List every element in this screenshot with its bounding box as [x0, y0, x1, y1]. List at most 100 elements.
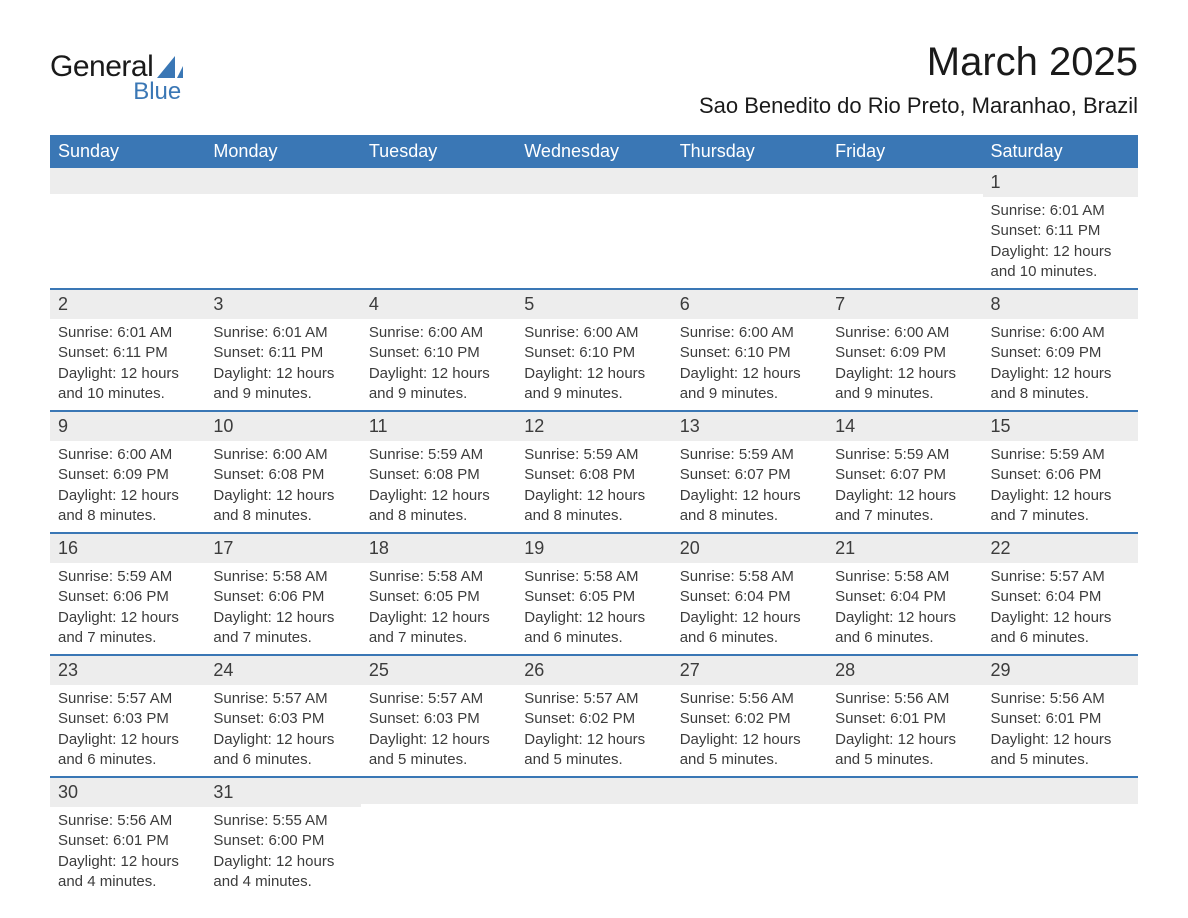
day-details: Sunrise: 5:58 AMSunset: 6:06 PMDaylight:…	[205, 563, 360, 654]
daylight: Daylight: 12 hours and 10 minutes.	[991, 242, 1130, 283]
day-number: 31	[205, 778, 360, 807]
daylight: Daylight: 12 hours and 8 minutes.	[524, 486, 663, 527]
sunrise: Sunrise: 5:59 AM	[58, 567, 197, 587]
daylight: Daylight: 12 hours and 6 minutes.	[991, 608, 1130, 649]
day-details	[516, 804, 671, 824]
day-details	[672, 194, 827, 274]
day-number: 28	[827, 656, 982, 685]
day-number: 2	[50, 290, 205, 319]
day-cell: 18Sunrise: 5:58 AMSunset: 6:05 PMDayligh…	[361, 533, 516, 655]
day-number	[827, 778, 982, 804]
day-cell: 3Sunrise: 6:01 AMSunset: 6:11 PMDaylight…	[205, 289, 360, 411]
week-row: 2Sunrise: 6:01 AMSunset: 6:11 PMDaylight…	[50, 289, 1138, 411]
header: General Blue March 2025 Sao Benedito do …	[50, 40, 1138, 125]
sunset: Sunset: 6:06 PM	[991, 465, 1130, 485]
sunrise: Sunrise: 6:00 AM	[991, 323, 1130, 343]
day-cell	[50, 168, 205, 289]
sunset: Sunset: 6:02 PM	[680, 709, 819, 729]
day-number: 21	[827, 534, 982, 563]
day-number	[516, 778, 671, 804]
day-cell	[827, 777, 982, 898]
day-cell: 2Sunrise: 6:01 AMSunset: 6:11 PMDaylight…	[50, 289, 205, 411]
day-details	[672, 804, 827, 824]
sunrise: Sunrise: 5:57 AM	[213, 689, 352, 709]
day-details: Sunrise: 5:57 AMSunset: 6:04 PMDaylight:…	[983, 563, 1138, 654]
sunrise: Sunrise: 6:01 AM	[213, 323, 352, 343]
day-cell	[983, 777, 1138, 898]
day-details: Sunrise: 5:57 AMSunset: 6:02 PMDaylight:…	[516, 685, 671, 776]
day-cell: 28Sunrise: 5:56 AMSunset: 6:01 PMDayligh…	[827, 655, 982, 777]
day-cell: 9Sunrise: 6:00 AMSunset: 6:09 PMDaylight…	[50, 411, 205, 533]
logo-sail-icon	[157, 56, 183, 78]
day-cell: 25Sunrise: 5:57 AMSunset: 6:03 PMDayligh…	[361, 655, 516, 777]
title-block: March 2025 Sao Benedito do Rio Preto, Ma…	[699, 40, 1138, 125]
day-cell: 17Sunrise: 5:58 AMSunset: 6:06 PMDayligh…	[205, 533, 360, 655]
week-row: 16Sunrise: 5:59 AMSunset: 6:06 PMDayligh…	[50, 533, 1138, 655]
day-number: 23	[50, 656, 205, 685]
day-cell: 30Sunrise: 5:56 AMSunset: 6:01 PMDayligh…	[50, 777, 205, 898]
day-details: Sunrise: 5:59 AMSunset: 6:07 PMDaylight:…	[827, 441, 982, 532]
daylight: Daylight: 12 hours and 5 minutes.	[991, 730, 1130, 771]
day-header: Monday	[205, 135, 360, 168]
day-number: 7	[827, 290, 982, 319]
day-number: 6	[672, 290, 827, 319]
logo-text-blue: Blue	[133, 78, 181, 106]
day-cell	[205, 168, 360, 289]
day-number: 15	[983, 412, 1138, 441]
day-number: 26	[516, 656, 671, 685]
day-number	[50, 168, 205, 194]
day-number: 22	[983, 534, 1138, 563]
day-cell: 6Sunrise: 6:00 AMSunset: 6:10 PMDaylight…	[672, 289, 827, 411]
day-details: Sunrise: 6:00 AMSunset: 6:09 PMDaylight:…	[50, 441, 205, 532]
sunset: Sunset: 6:05 PM	[524, 587, 663, 607]
day-details: Sunrise: 6:01 AMSunset: 6:11 PMDaylight:…	[50, 319, 205, 410]
day-details: Sunrise: 5:59 AMSunset: 6:07 PMDaylight:…	[672, 441, 827, 532]
day-cell: 13Sunrise: 5:59 AMSunset: 6:07 PMDayligh…	[672, 411, 827, 533]
daylight: Daylight: 12 hours and 5 minutes.	[524, 730, 663, 771]
day-cell: 10Sunrise: 6:00 AMSunset: 6:08 PMDayligh…	[205, 411, 360, 533]
sunset: Sunset: 6:04 PM	[680, 587, 819, 607]
sunset: Sunset: 6:03 PM	[213, 709, 352, 729]
day-details: Sunrise: 5:57 AMSunset: 6:03 PMDaylight:…	[205, 685, 360, 776]
day-details	[205, 194, 360, 274]
day-details: Sunrise: 6:00 AMSunset: 6:10 PMDaylight:…	[361, 319, 516, 410]
sunrise: Sunrise: 5:56 AM	[835, 689, 974, 709]
day-details: Sunrise: 6:00 AMSunset: 6:08 PMDaylight:…	[205, 441, 360, 532]
day-details: Sunrise: 6:01 AMSunset: 6:11 PMDaylight:…	[983, 197, 1138, 288]
day-details: Sunrise: 5:56 AMSunset: 6:01 PMDaylight:…	[827, 685, 982, 776]
day-cell: 27Sunrise: 5:56 AMSunset: 6:02 PMDayligh…	[672, 655, 827, 777]
day-number	[205, 168, 360, 194]
daylight: Daylight: 12 hours and 5 minutes.	[835, 730, 974, 771]
day-cell: 23 Sunrise: 5:57 AMSunset: 6:03 PMDayligh…	[50, 655, 205, 777]
sunrise: Sunrise: 5:57 AM	[58, 689, 197, 709]
day-cell: 12Sunrise: 5:59 AMSunset: 6:08 PMDayligh…	[516, 411, 671, 533]
day-cell: 19Sunrise: 5:58 AMSunset: 6:05 PMDayligh…	[516, 533, 671, 655]
daylight: Daylight: 12 hours and 9 minutes.	[369, 364, 508, 405]
sunset: Sunset: 6:08 PM	[213, 465, 352, 485]
day-cell	[361, 777, 516, 898]
daylight: Daylight: 12 hours and 6 minutes.	[835, 608, 974, 649]
sunset: Sunset: 6:08 PM	[524, 465, 663, 485]
daylight: Daylight: 12 hours and 9 minutes.	[213, 364, 352, 405]
day-details: Sunrise: 5:58 AMSunset: 6:04 PMDaylight:…	[827, 563, 982, 654]
day-cell	[516, 168, 671, 289]
daylight: Daylight: 12 hours and 6 minutes.	[58, 730, 197, 771]
day-number: 20	[672, 534, 827, 563]
sunset: Sunset: 6:08 PM	[369, 465, 508, 485]
day-details: Sunrise: 6:00 AMSunset: 6:09 PMDaylight:…	[983, 319, 1138, 410]
daylight: Daylight: 12 hours and 4 minutes.	[58, 852, 197, 893]
day-details	[827, 804, 982, 824]
day-cell: 14Sunrise: 5:59 AMSunset: 6:07 PMDayligh…	[827, 411, 982, 533]
sunset: Sunset: 6:10 PM	[680, 343, 819, 363]
location: Sao Benedito do Rio Preto, Maranhao, Bra…	[699, 93, 1138, 119]
day-header: Wednesday	[516, 135, 671, 168]
day-details: Sunrise: 6:01 AMSunset: 6:11 PMDaylight:…	[205, 319, 360, 410]
sunrise: Sunrise: 5:57 AM	[369, 689, 508, 709]
sunrise: Sunrise: 5:59 AM	[680, 445, 819, 465]
sunrise: Sunrise: 6:00 AM	[213, 445, 352, 465]
day-cell: 20Sunrise: 5:58 AMSunset: 6:04 PMDayligh…	[672, 533, 827, 655]
sunset: Sunset: 6:03 PM	[58, 709, 197, 729]
sunset: Sunset: 6:06 PM	[213, 587, 352, 607]
day-details: Sunrise: 6:00 AMSunset: 6:10 PMDaylight:…	[672, 319, 827, 410]
day-number	[672, 168, 827, 194]
